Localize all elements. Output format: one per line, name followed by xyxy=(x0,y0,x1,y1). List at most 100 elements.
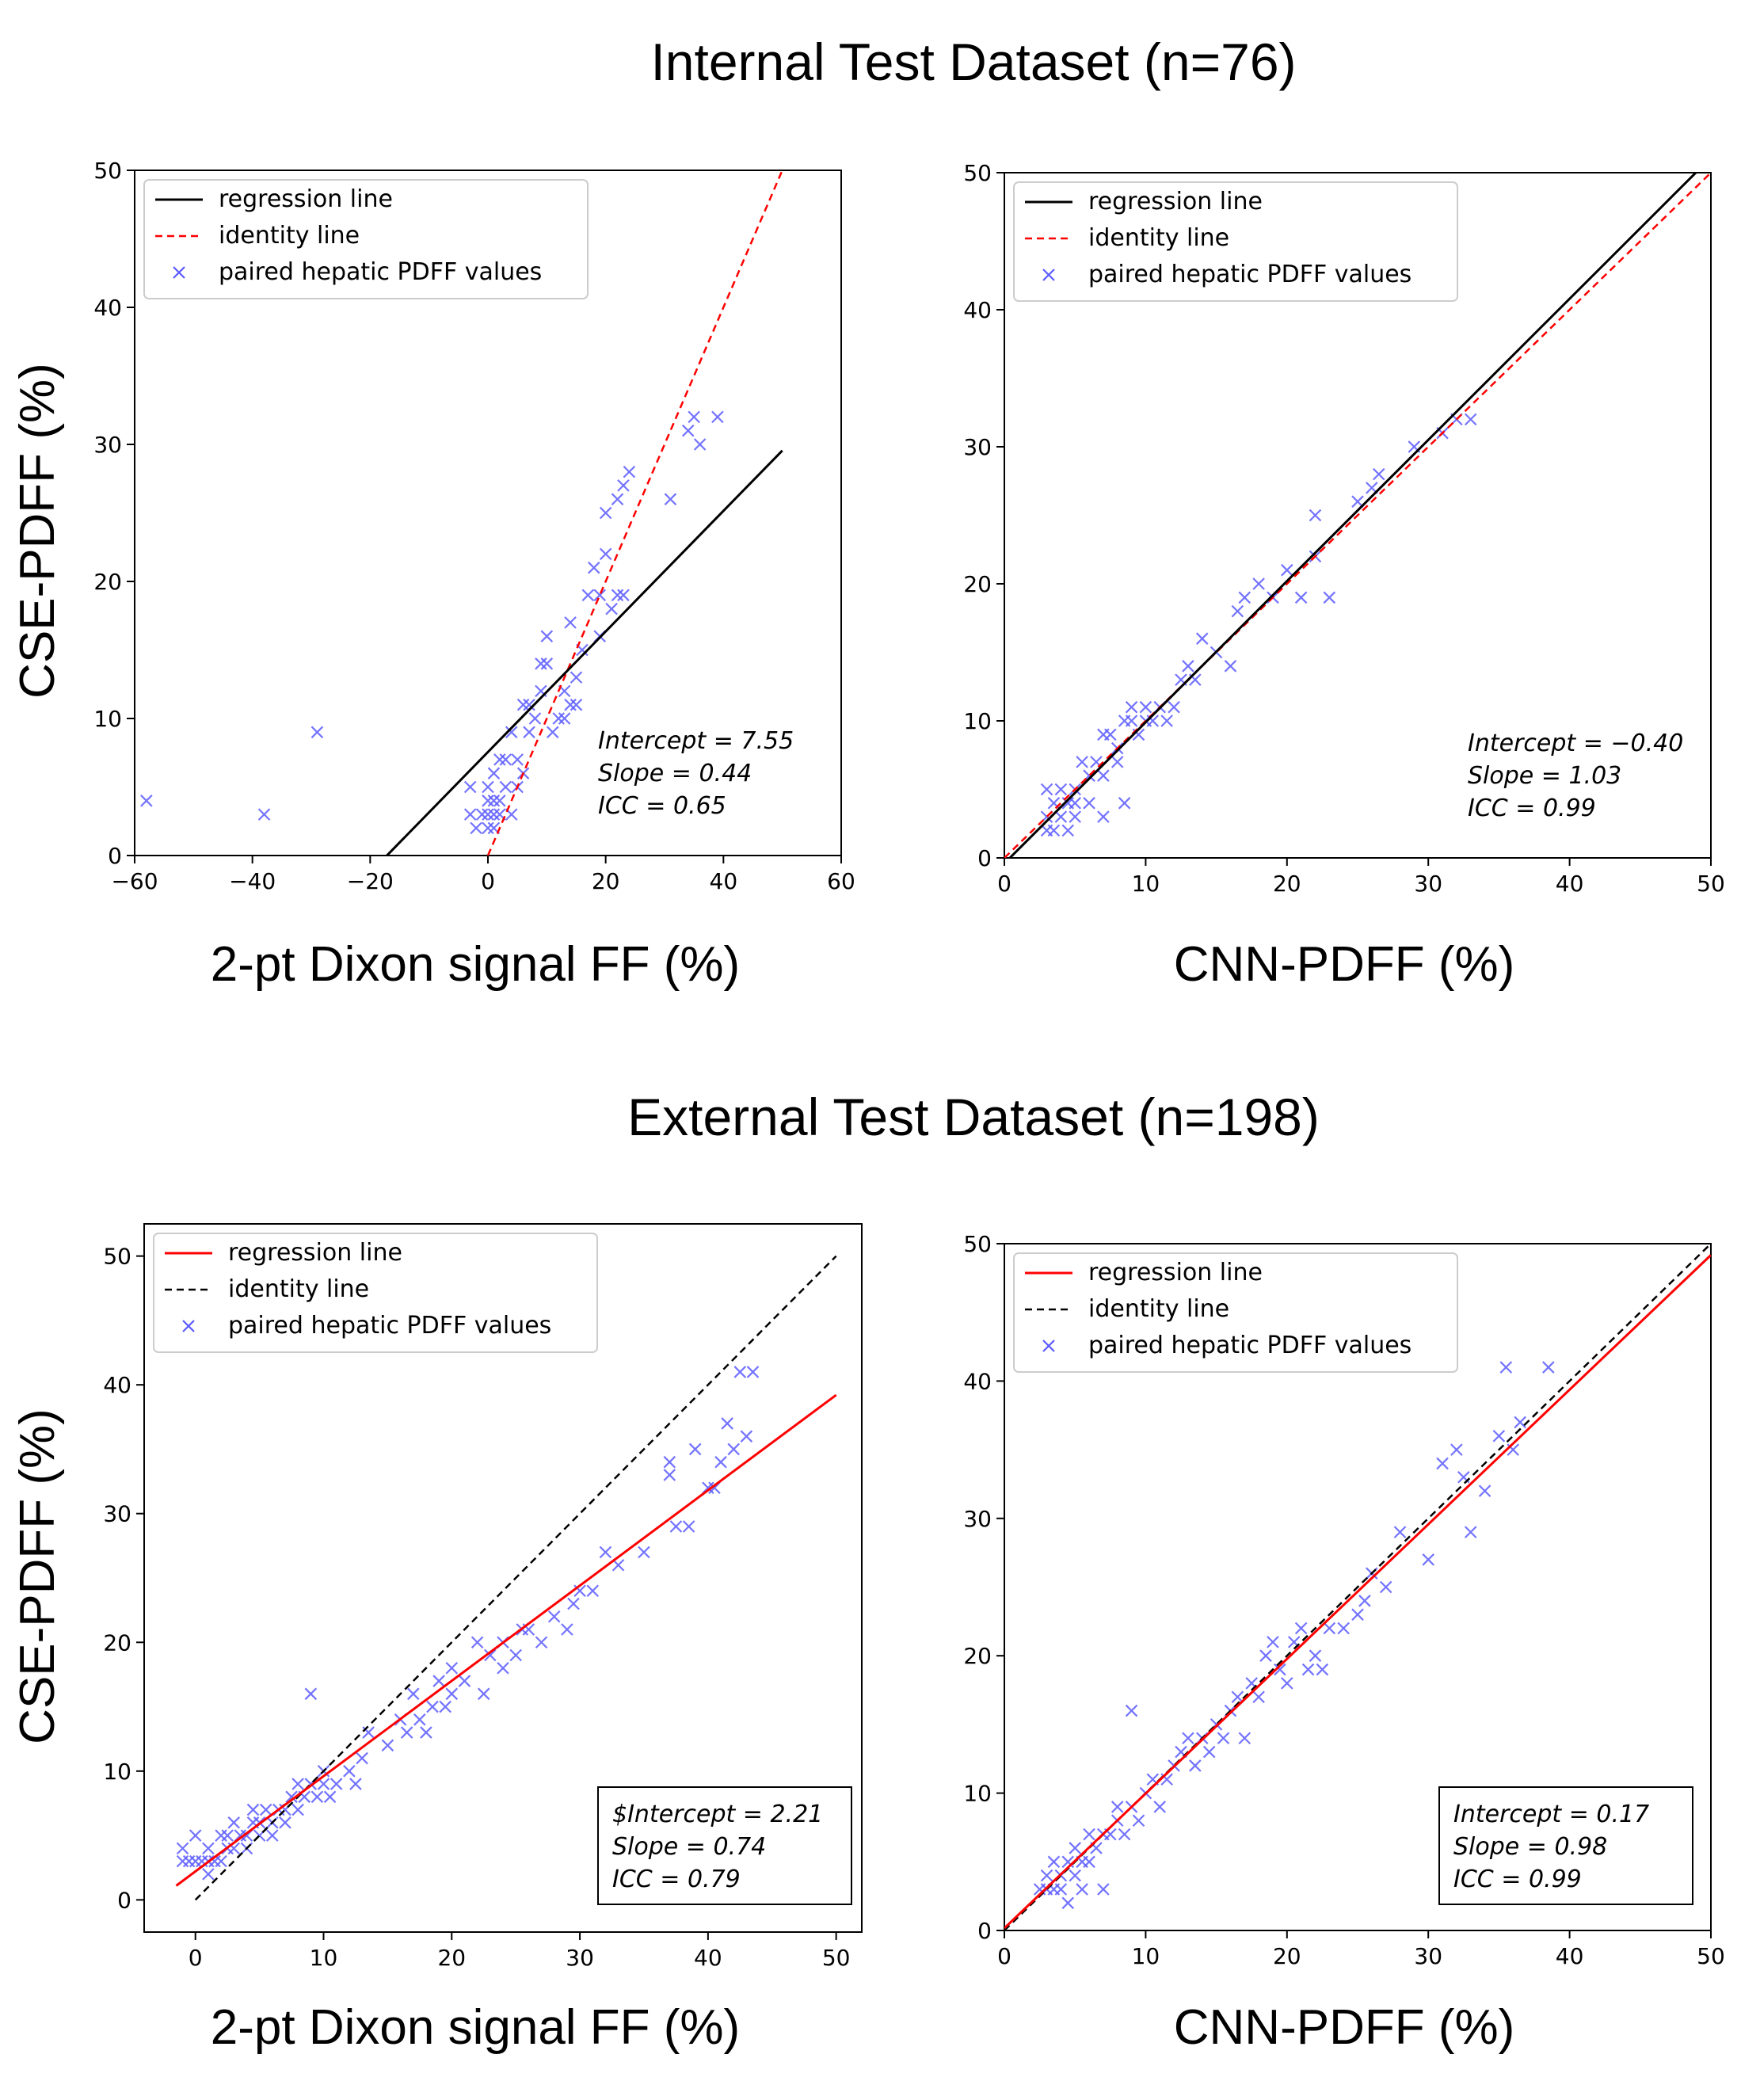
data-point xyxy=(511,753,524,766)
data-point xyxy=(1316,1663,1329,1676)
data-point xyxy=(663,1455,676,1469)
chart-external-dixon: 0 10 20 30 40 50 0 10 20 30 40 50 regression line ide… xyxy=(10,1223,863,2055)
data-point xyxy=(482,795,494,807)
data-point xyxy=(740,1430,753,1443)
data-point xyxy=(202,1842,215,1855)
x-axis-label: 2-pt Dixon signal FF (%) xyxy=(211,937,740,992)
data-point xyxy=(257,808,271,821)
y-tick-label: 10 xyxy=(93,706,122,732)
legend-point-swatch xyxy=(182,1320,195,1332)
stats-line: Slope = 1.03 xyxy=(1468,762,1621,790)
plot-frame xyxy=(1004,172,1712,859)
y-axis-label: CSE-PDFF (%) xyxy=(10,363,65,699)
x-tick-label: 30 xyxy=(1414,1943,1442,1969)
x-tick-label: 20 xyxy=(1273,1943,1301,1969)
data-point xyxy=(1104,728,1117,741)
legend-points-label: paired hepatic PDFF values xyxy=(228,1312,551,1340)
x-tick-label: 50 xyxy=(1697,871,1725,897)
data-point xyxy=(617,479,630,492)
data-point xyxy=(516,698,530,711)
regression-line xyxy=(1008,173,1698,858)
data-point xyxy=(349,1778,362,1790)
chart-external-cnn: 0 10 20 30 40 50 0 10 20 30 40 50 regression line ide… xyxy=(963,1231,1724,2055)
plot-area xyxy=(1004,173,1711,858)
y-tick-label: 0 xyxy=(117,1887,131,1913)
data-point xyxy=(682,1520,695,1533)
plot-area xyxy=(1004,1244,1711,1930)
x-tick-label: −40 xyxy=(229,868,276,894)
data-point xyxy=(189,1854,202,1868)
data-point xyxy=(570,671,583,684)
data-point xyxy=(535,657,547,670)
data-point xyxy=(426,1700,439,1713)
data-point xyxy=(535,1636,548,1649)
data-point xyxy=(323,1790,337,1804)
plot-frame xyxy=(143,1223,863,1933)
data-point xyxy=(733,1366,747,1378)
data-point xyxy=(599,1545,612,1559)
data-point xyxy=(470,1636,484,1649)
data-point xyxy=(1301,1663,1315,1676)
stats-line: Intercept = 0.17 xyxy=(1453,1801,1649,1828)
data-point xyxy=(1097,769,1110,782)
data-point xyxy=(310,1790,324,1804)
data-point xyxy=(1379,1580,1392,1594)
legend-identity-label: identity line xyxy=(1088,1295,1229,1323)
data-point xyxy=(1061,1896,1075,1910)
data-point xyxy=(1478,1484,1491,1497)
data-point xyxy=(540,630,554,642)
data-point xyxy=(1111,756,1124,768)
legend-points-label: paired hepatic PDFF values xyxy=(1088,1332,1411,1359)
x-tick-label: −20 xyxy=(347,868,394,894)
legend-identity-label: identity line xyxy=(228,1275,369,1303)
legend-regression-label: regression line xyxy=(219,185,393,213)
plot-area xyxy=(175,1255,837,1901)
data-point xyxy=(1069,797,1081,810)
data-point xyxy=(1160,715,1173,727)
data-point xyxy=(567,1597,580,1610)
data-point xyxy=(1281,563,1293,577)
stats-box xyxy=(1438,1786,1693,1905)
x-tick-label: 40 xyxy=(710,868,738,894)
data-point xyxy=(215,1854,227,1868)
data-point xyxy=(617,589,630,602)
plot-area xyxy=(140,170,783,856)
data-point xyxy=(381,1739,394,1752)
data-point xyxy=(586,1584,600,1598)
data-point xyxy=(1499,1361,1513,1374)
stats-line: Slope = 0.98 xyxy=(1453,1833,1607,1861)
data-point xyxy=(291,1803,304,1816)
x-tick-label: 30 xyxy=(1414,871,1442,897)
data-point xyxy=(561,1623,573,1636)
data-point xyxy=(463,780,477,794)
data-point xyxy=(499,753,512,766)
data-point xyxy=(420,1726,432,1739)
data-point xyxy=(721,1417,733,1430)
data-point xyxy=(484,1648,497,1662)
legend-identity-label: identity line xyxy=(1088,224,1229,252)
stats-line: ICC = 0.99 xyxy=(1468,795,1596,822)
data-point xyxy=(588,561,600,574)
data-point xyxy=(482,780,494,794)
data-point xyxy=(1139,700,1152,714)
data-point xyxy=(482,821,494,835)
data-point xyxy=(1061,1855,1075,1869)
data-point xyxy=(406,1687,420,1701)
regression-line xyxy=(1004,1254,1711,1930)
data-point xyxy=(1040,1869,1053,1882)
data-point xyxy=(714,1455,727,1469)
data-point xyxy=(611,1558,625,1572)
data-point xyxy=(599,506,612,520)
x-tick-label: 20 xyxy=(592,868,620,894)
data-point xyxy=(1252,577,1265,590)
stats-annotation: Intercept = 7.55 Slope = 0.44 ICC = 0.65 xyxy=(598,727,794,820)
data-point xyxy=(499,780,512,794)
data-point xyxy=(1153,1801,1167,1813)
data-point xyxy=(413,1713,426,1726)
data-point xyxy=(1224,660,1237,673)
legend: regression line identity line paired hepat… xyxy=(1013,1252,1458,1373)
y-axis-label: CSE-PDFF (%) xyxy=(10,1408,65,1744)
y-tick-label: 50 xyxy=(93,158,122,184)
legend-box xyxy=(1013,1252,1458,1373)
